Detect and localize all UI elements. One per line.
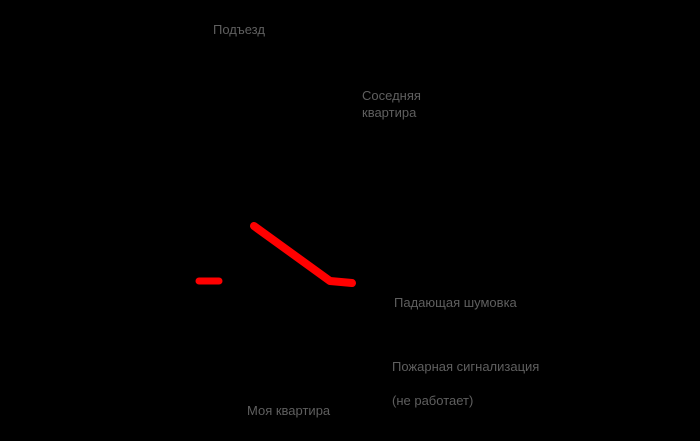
label-my-apartment: Моя квартира — [247, 403, 331, 418]
label-fire-alarm-line1: Пожарная сигнализация — [392, 359, 540, 374]
label-falling-object: Падающая шумовка — [394, 295, 517, 310]
red-trajectory-line — [250, 222, 356, 287]
label-neighbor-apartment: Соседняя квартира — [362, 88, 421, 120]
label-fire-alarm-line2: (не работает) — [392, 393, 474, 408]
label-entrance: Подъезд — [213, 22, 265, 37]
label-fire-alarm: Пожарная сигнализация (не работает) — [392, 341, 539, 426]
